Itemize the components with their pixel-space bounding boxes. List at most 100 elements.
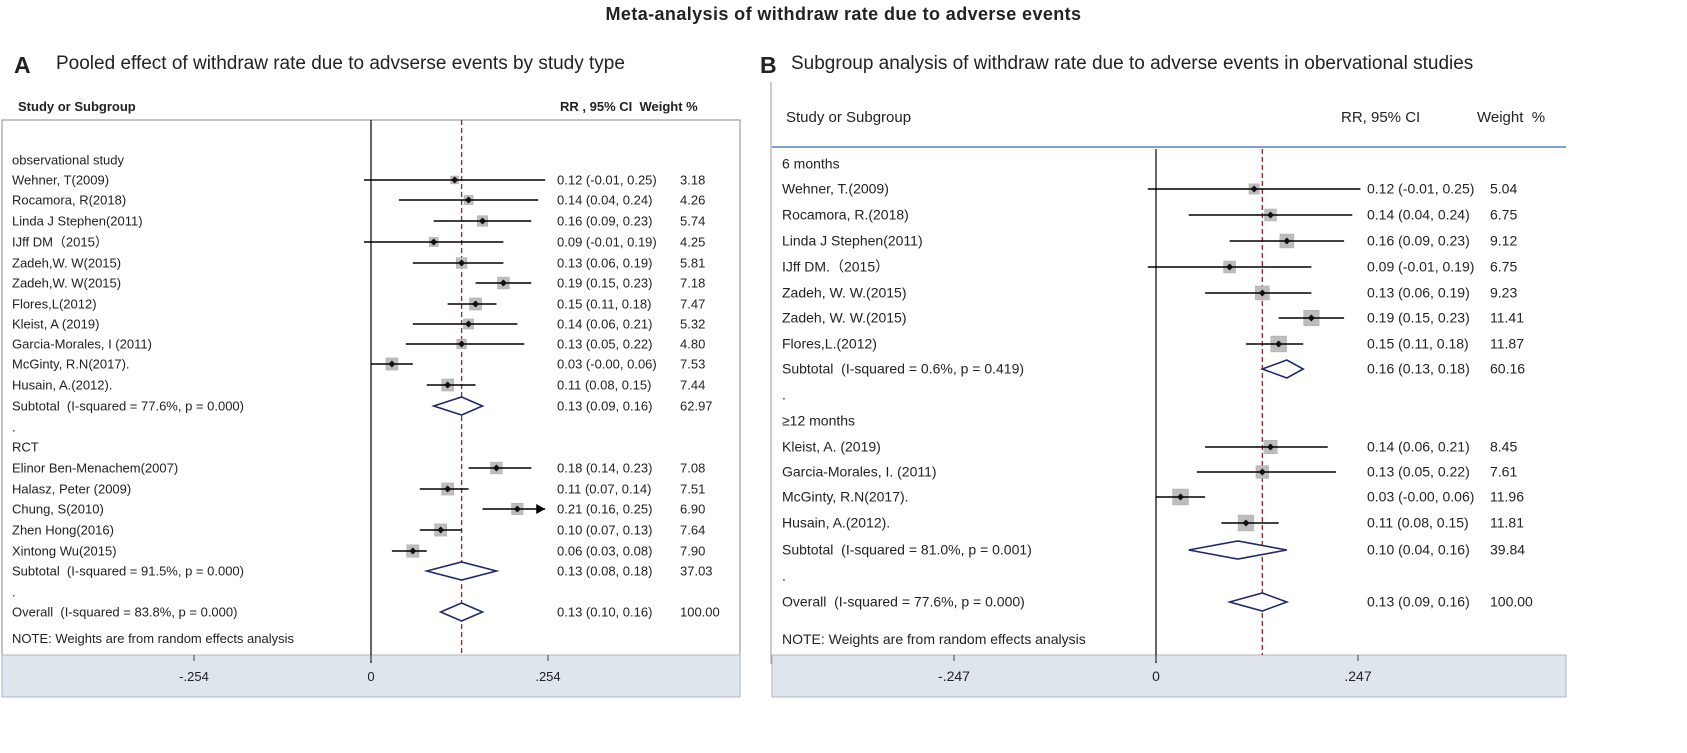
subtotal-weight: 62.97	[680, 399, 713, 414]
overall-rr-ci: 0.13 (0.09, 0.16)	[1367, 594, 1470, 610]
study-rr-ci: 0.18 (0.14, 0.23)	[557, 461, 652, 476]
subtotal-rr-ci: 0.13 (0.08, 0.18)	[557, 564, 652, 579]
point-estimate	[409, 547, 417, 555]
point-estimate	[430, 238, 438, 246]
study-weight: 9.23	[1490, 285, 1517, 301]
study-label: IJff DM.（2015）	[782, 259, 889, 275]
point-estimate	[465, 196, 473, 204]
point-estimate	[1242, 519, 1250, 527]
ci-arrow	[536, 504, 546, 514]
subgroup-label: 6 months	[782, 156, 840, 172]
study-label: Zadeh, W. W.(2015)	[782, 310, 907, 326]
point-estimate	[513, 505, 521, 513]
study-weight: 11.87	[1490, 336, 1524, 352]
overall-label: Overall (I-squared = 77.6%, p = 0.000)	[782, 594, 1025, 610]
subtotal-weight: 37.03	[680, 564, 713, 579]
study-weight: 11.81	[1490, 515, 1524, 531]
spacer-dot: .	[782, 568, 786, 584]
subgroup-label: RCT	[12, 440, 39, 455]
study-label: McGinty, R.N(2017).	[782, 489, 909, 505]
study-label: IJff DM（2015）	[12, 235, 108, 250]
study-label: Zadeh,W. W(2015)	[12, 256, 121, 271]
study-weight: 6.75	[1490, 207, 1517, 223]
axis-tick-label-b: -.247	[938, 668, 970, 684]
study-label: Husain, A.(2012).	[12, 378, 112, 393]
panel-a-header-study: Study or Subgroup	[18, 99, 136, 114]
study-label: Zhen Hong(2016)	[12, 523, 114, 538]
axis-tick-label-a: .254	[535, 669, 560, 684]
study-weight: 11.41	[1490, 310, 1524, 326]
study-rr-ci: 0.15 (0.11, 0.18)	[1367, 336, 1469, 352]
point-estimate	[444, 485, 452, 493]
point-estimate	[1275, 340, 1283, 348]
study-rr-ci: 0.11 (0.08, 0.15)	[557, 378, 651, 393]
point-estimate	[1266, 443, 1274, 451]
study-label: Linda J Stephen(2011)	[782, 233, 923, 249]
study-label: Rocamora, R.(2018)	[782, 207, 909, 223]
panel-a-title: Pooled effect of withdraw rate due to ad…	[56, 53, 625, 74]
study-weight: 7.44	[680, 378, 705, 393]
point-estimate	[1283, 237, 1291, 245]
study-weight: 4.80	[680, 337, 705, 352]
study-rr-ci: 0.09 (-0.01, 0.19)	[1367, 259, 1474, 275]
study-weight: 6.75	[1490, 259, 1517, 275]
point-estimate	[458, 340, 466, 348]
study-rr-ci: 0.19 (0.15, 0.23)	[557, 276, 652, 291]
subtotal-label: Subtotal (I-squared = 0.6%, p = 0.419)	[782, 361, 1024, 377]
subtotal-weight: 60.16	[1490, 361, 1525, 377]
subtotal-diamond	[1188, 540, 1287, 560]
overall-diamond	[1226, 592, 1290, 612]
study-rr-ci: 0.03 (-0.00, 0.06)	[1367, 489, 1474, 505]
study-rr-ci: 0.12 (-0.01, 0.25)	[1367, 181, 1474, 197]
study-label: Kleist, A (2019)	[12, 317, 99, 332]
study-label: Zadeh, W. W.(2015)	[782, 285, 907, 301]
overall-rr-ci: 0.13 (0.10, 0.16)	[557, 605, 652, 620]
axis-band-b	[771, 654, 1567, 698]
study-weight: 5.04	[1490, 181, 1517, 197]
study-label: Rocamora, R(2018)	[12, 193, 126, 208]
study-weight: 7.51	[680, 482, 705, 497]
study-label: Zadeh,W. W(2015)	[12, 276, 121, 291]
study-rr-ci: 0.13 (0.05, 0.22)	[557, 337, 652, 352]
study-label: Wehner, T.(2009)	[782, 181, 889, 197]
point-estimate	[1250, 185, 1258, 193]
note-b: NOTE: Weights are from random effects an…	[782, 631, 1086, 647]
study-label: Flores,L.(2012)	[782, 336, 877, 352]
subtotal-diamond	[1259, 359, 1305, 379]
point-estimate	[451, 176, 459, 184]
point-estimate	[444, 381, 452, 389]
study-weight: 5.32	[680, 317, 705, 332]
study-weight: 9.12	[1490, 233, 1517, 249]
study-rr-ci: 0.10 (0.07, 0.13)	[557, 523, 652, 538]
study-weight: 4.26	[680, 193, 705, 208]
study-rr-ci: 0.12 (-0.01, 0.25)	[557, 173, 657, 188]
subtotal-label: Subtotal (I-squared = 81.0%, p = 0.001)	[782, 542, 1032, 558]
study-rr-ci: 0.11 (0.07, 0.14)	[557, 482, 651, 497]
study-label: Flores,L(2012)	[12, 297, 97, 312]
subtotal-label: Subtotal (I-squared = 91.5%, p = 0.000)	[12, 564, 244, 579]
study-weight: 11.96	[1490, 489, 1524, 505]
figure-title: Meta-analysis of withdraw rate due to ad…	[605, 4, 1082, 24]
point-estimate	[437, 526, 445, 534]
study-weight: 7.61	[1490, 464, 1517, 480]
panel-a-letter: A	[14, 52, 31, 78]
study-weight: 8.45	[1490, 439, 1517, 455]
study-label: Linda J Stephen(2011)	[12, 214, 143, 229]
point-estimate	[1266, 211, 1274, 219]
subgroup-label: ≥12 months	[782, 413, 855, 429]
study-weight: 3.18	[680, 173, 705, 188]
study-rr-ci: 0.21 (0.16, 0.25)	[557, 502, 652, 517]
point-estimate	[1258, 468, 1266, 476]
study-rr-ci: 0.13 (0.06, 0.19)	[1367, 285, 1470, 301]
spacer-dot: .	[12, 585, 16, 600]
study-label: Chung, S(2010)	[12, 502, 104, 517]
study-rr-ci: 0.09 (-0.01, 0.19)	[557, 235, 657, 250]
study-rr-ci: 0.11 (0.08, 0.15)	[1367, 515, 1469, 531]
subtotal-rr-ci: 0.10 (0.04, 0.16)	[1367, 542, 1470, 558]
study-label: Wehner, T(2009)	[12, 173, 109, 188]
point-estimate	[1307, 314, 1315, 322]
study-rr-ci: 0.14 (0.04, 0.24)	[557, 193, 652, 208]
study-rr-ci: 0.14 (0.06, 0.21)	[1367, 439, 1470, 455]
overall-weight: 100.00	[1490, 594, 1533, 610]
